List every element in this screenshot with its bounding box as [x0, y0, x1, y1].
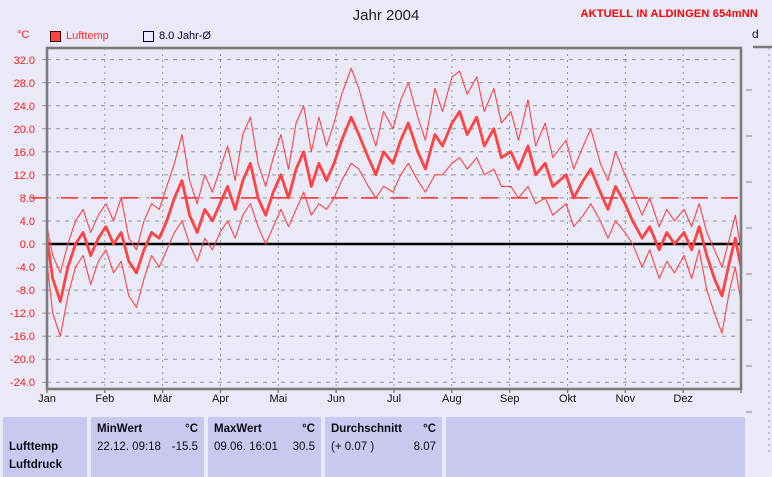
series-mean-line — [45, 110, 743, 304]
legend-lufttemp-label: Lufttemp — [66, 30, 109, 42]
station-banner: AKTUELL IN ALDINGEN 654mNN — [580, 8, 758, 20]
month-label: Dez — [673, 393, 693, 405]
y-tick-label: -12.0 — [9, 308, 35, 321]
series-min-line — [46, 157, 742, 337]
month-label: Okt — [558, 393, 577, 405]
y-tick-label: 12.0 — [13, 169, 35, 182]
maxwert-cell: MaxWert °C 09.06. 16:01 30.5 — [208, 417, 321, 477]
y-tick-label: 4.0 — [19, 215, 35, 228]
adjacent-chart-axis-label: d — [752, 27, 759, 41]
year-average-swatch-icon — [143, 30, 154, 42]
minwert-time: 22.12. 09:18 — [97, 441, 161, 453]
y-tick-label: -16.0 — [9, 331, 35, 344]
sensor-name: Lufttemp — [9, 441, 59, 453]
temperature-year-chart[interactable] — [0, 0, 772, 458]
maxwert-time: 09.06. 16:01 — [214, 441, 278, 453]
y-tick-label: 16.0 — [13, 146, 35, 159]
minwert-value: -15.5 — [171, 441, 198, 453]
sensor-name-cell: Lufttemp Luftdruck — [3, 417, 87, 477]
month-label: Mär — [153, 393, 173, 405]
series-max-line — [46, 67, 742, 274]
y-tick-label: 8.0 — [19, 192, 35, 205]
month-label: Aug — [442, 393, 462, 405]
minwert-unit: °C — [185, 423, 198, 435]
month-label: Jun — [327, 393, 346, 405]
y-tick-label: 0.0 — [19, 239, 35, 251]
y-tick-label: 24.0 — [13, 100, 35, 113]
maxwert-label: MaxWert — [214, 423, 262, 435]
durchschnitt-cell: Durchschnitt °C (+ 0.07 ) 8.07 — [325, 417, 442, 477]
month-label: Jul — [386, 393, 402, 405]
y-tick-label: 28.0 — [13, 77, 35, 90]
sensor-cell-spacer — [9, 420, 81, 438]
legend-average-label: 8.0 Jahr-Ø — [159, 30, 211, 42]
durchschnitt-delta: (+ 0.07 ) — [331, 441, 375, 453]
maxwert-unit: °C — [302, 423, 315, 435]
month-label: Mai — [269, 393, 288, 405]
legend-item-year-average[interactable]: 8.0 Jahr-Ø — [143, 29, 211, 43]
y-tick-label: -8.0 — [16, 285, 35, 298]
month-label: Jan — [38, 393, 56, 405]
durchschnitt-unit: °C — [423, 423, 436, 435]
minwert-label: MinWert — [97, 423, 143, 435]
y-axis-unit-label: °C — [17, 29, 30, 41]
durchschnitt-label: Durchschnitt — [331, 423, 402, 435]
maxwert-value: 30.5 — [292, 441, 315, 453]
durchschnitt-value: 8.07 — [413, 441, 436, 453]
plot-border — [45, 46, 743, 391]
statistics-table: Lufttemp Luftdruck MinWert °C 22.12. 09:… — [3, 417, 745, 477]
empty-cell — [446, 417, 745, 477]
lufttemp-series-swatch-icon — [50, 30, 61, 42]
y-tick-label: 32.0 — [13, 54, 35, 67]
legend-item-lufttemp[interactable]: Lufttemp — [50, 29, 109, 43]
month-label: Apr — [211, 393, 230, 405]
minwert-cell: MinWert °C 22.12. 09:18 -15.5 — [91, 417, 204, 477]
y-tick-label: 20.0 — [13, 123, 35, 136]
month-label: Sep — [499, 393, 520, 405]
page-title: Jahr 2004 — [352, 7, 420, 24]
month-label: Nov — [615, 393, 636, 405]
y-tick-label: -4.0 — [16, 262, 35, 275]
y-tick-label: -20.0 — [9, 354, 35, 367]
month-label: Feb — [95, 393, 115, 405]
next-sensor-name-partial: Luftdruck — [9, 459, 63, 471]
y-tick-label: -24.0 — [9, 377, 35, 390]
